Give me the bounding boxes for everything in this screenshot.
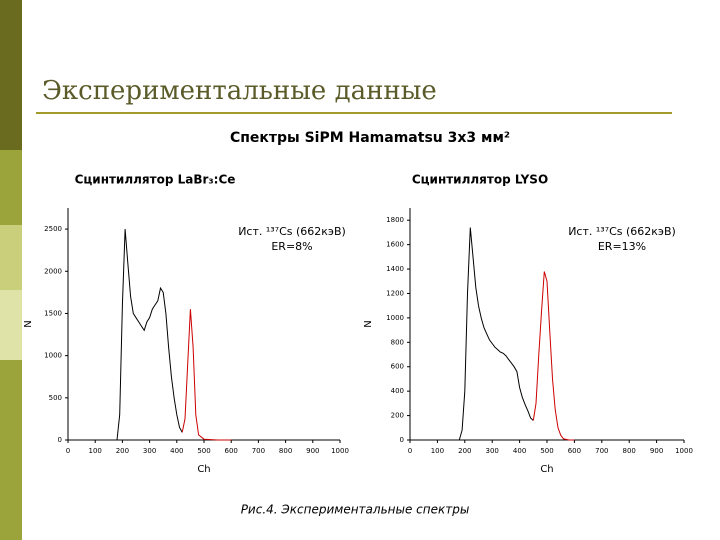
- x-tick-label: 800: [279, 447, 292, 455]
- y-tick-label: 200: [391, 412, 404, 420]
- sidebar-block: [0, 225, 22, 290]
- sidebar-block: [0, 360, 22, 540]
- y-tick-label: 400: [391, 387, 404, 395]
- y-axis-label: N: [23, 320, 34, 327]
- x-tick-label: 500: [197, 447, 210, 455]
- sidebar-block: [0, 0, 22, 150]
- y-tick-label: 2000: [44, 267, 62, 275]
- x-tick-label: 400: [170, 447, 183, 455]
- y-tick-label: 800: [391, 338, 404, 346]
- x-tick-label: 0: [408, 447, 412, 455]
- x-tick-label: 600: [225, 447, 238, 455]
- x-tick-label: 600: [568, 447, 581, 455]
- y-tick-label: 1800: [386, 216, 404, 224]
- x-tick-label: 1000: [331, 447, 349, 455]
- y-tick-label: 1500: [44, 309, 62, 317]
- spectrum-line: [181, 309, 232, 441]
- slide-title: Экспериментальные данные: [42, 76, 437, 106]
- x-tick-label: 200: [458, 447, 471, 455]
- y-tick-label: 0: [58, 436, 62, 444]
- y-tick-label: 0: [400, 436, 404, 444]
- spectrum-line: [116, 229, 183, 441]
- y-tick-label: 1600: [386, 241, 404, 249]
- x-tick-label: 500: [540, 447, 553, 455]
- x-tick-label: 700: [252, 447, 265, 455]
- x-tick-label: 100: [89, 447, 102, 455]
- x-tick-label: 800: [623, 447, 636, 455]
- y-axis-label: N: [363, 320, 374, 327]
- x-tick-label: 700: [595, 447, 608, 455]
- x-tick-label: 300: [143, 447, 156, 455]
- chart-title: Сцинтиллятор LYSO: [412, 173, 548, 187]
- x-tick-label: 400: [513, 447, 526, 455]
- annotation: Ист. ¹³⁷Cs (662кэВ): [568, 225, 676, 238]
- annotation: Ист. ¹³⁷Cs (662кэВ): [238, 225, 346, 238]
- caption: Рис.4. Экспериментальные спектры: [241, 503, 470, 517]
- x-tick-label: 100: [431, 447, 444, 455]
- y-tick-label: 1000: [386, 314, 404, 322]
- x-tick-label: 300: [486, 447, 499, 455]
- x-tick-label: 200: [116, 447, 129, 455]
- y-tick-label: 1000: [44, 352, 62, 360]
- x-tick-label: 900: [306, 447, 319, 455]
- annotation: ER=13%: [598, 240, 646, 253]
- y-tick-label: 2500: [44, 225, 62, 233]
- y-tick-label: 1200: [386, 289, 404, 297]
- x-tick-label: 0: [66, 447, 70, 455]
- spectrum-line: [458, 227, 534, 441]
- chart-title: Сцинтиллятор LaBr₃:Ce: [75, 173, 236, 187]
- annotation: ER=8%: [271, 240, 312, 253]
- sidebar-block: [0, 150, 22, 225]
- y-tick-label: 1400: [386, 265, 404, 273]
- x-tick-label: 900: [650, 447, 663, 455]
- sidebar-block: [0, 290, 22, 360]
- subtitle: Спектры SiPM Hamamatsu 3х3 мм²: [230, 130, 510, 146]
- spectrum-line: [532, 271, 575, 441]
- x-axis-label: Ch: [540, 464, 553, 475]
- x-tick-label: 1000: [675, 447, 693, 455]
- y-tick-label: 600: [391, 363, 404, 371]
- x-axis-label: Ch: [197, 464, 210, 475]
- y-tick-label: 500: [49, 394, 62, 402]
